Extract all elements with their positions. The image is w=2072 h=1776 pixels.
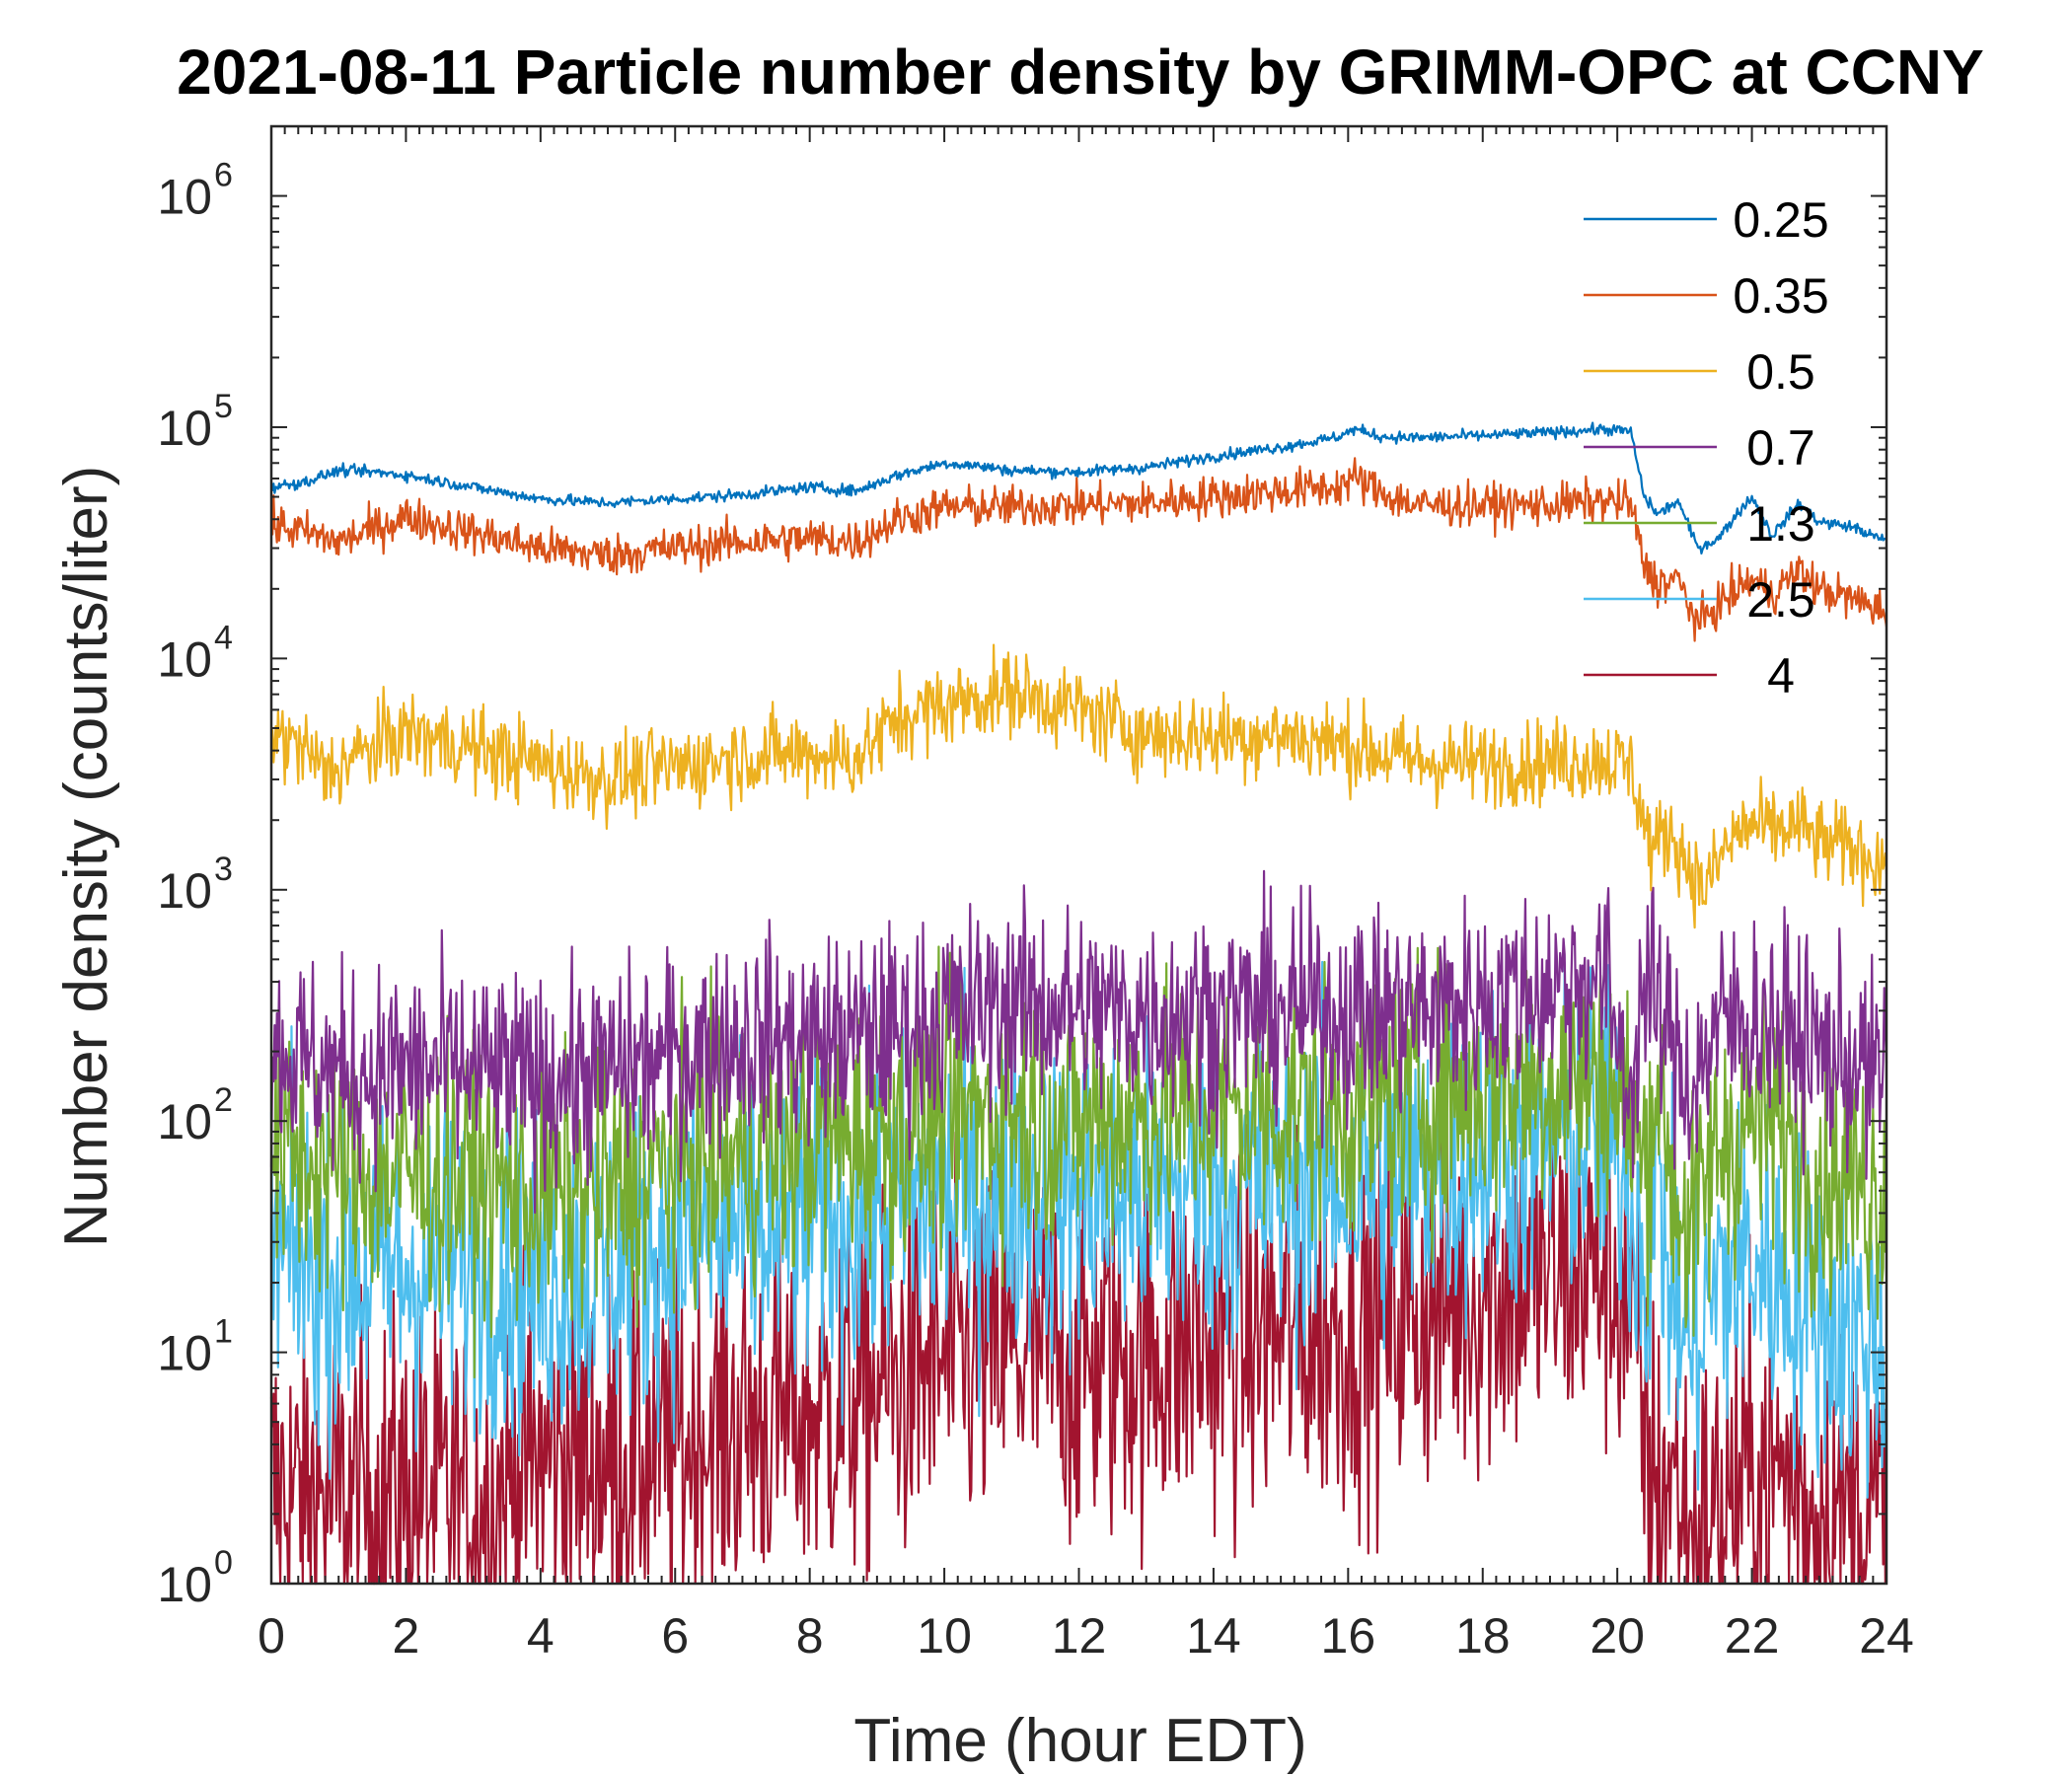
x-tick-label: 4 <box>527 1608 555 1664</box>
legend-entry-0.5: 0.5 <box>1584 344 1815 400</box>
y-tick-base: 10 <box>157 1557 212 1612</box>
x-tick-label: 12 <box>1052 1608 1107 1664</box>
y-tick-exponent: 0 <box>214 1544 233 1582</box>
x-tick-label: 2 <box>393 1608 420 1664</box>
x-tick-label: 10 <box>917 1608 972 1664</box>
legend-label: 1.3 <box>1746 496 1815 552</box>
series-line-1.3 <box>270 943 1888 1379</box>
legend-entry-2.5: 2.5 <box>1584 572 1815 628</box>
y-tick-base: 10 <box>157 170 212 225</box>
y-tick-label: 10 4 <box>157 619 233 687</box>
y-tick-label: 10 6 <box>157 157 233 225</box>
y-tick-base: 10 <box>157 631 212 687</box>
y-tick-exponent: 3 <box>214 851 233 888</box>
y-tick-exponent: 6 <box>214 157 233 194</box>
y-tick-base: 10 <box>157 1326 212 1381</box>
x-tick-label: 14 <box>1186 1608 1241 1664</box>
x-tick-label: 0 <box>258 1608 285 1664</box>
series-line-0.35 <box>269 457 1888 642</box>
legend: 0.25 0.35 0.5 0.7 1.3 2.5 4 <box>1584 192 1829 703</box>
series-line-4 <box>269 1094 1888 1586</box>
y-axis-label: Number density (counts/liter) <box>52 466 120 1248</box>
y-tick-exponent: 4 <box>214 619 233 656</box>
y-tick-exponent: 5 <box>214 388 233 425</box>
legend-entry-0.25: 0.25 <box>1584 192 1829 248</box>
series-line-0.25 <box>269 421 1887 555</box>
series-line-0.5 <box>269 643 1888 929</box>
legend-label: 0.25 <box>1733 192 1828 248</box>
legend-entry-4: 4 <box>1584 648 1795 703</box>
x-tick-label: 6 <box>661 1608 689 1664</box>
x-axis-label: Time (hour EDT) <box>853 1707 1306 1775</box>
x-tick-label: 20 <box>1590 1608 1645 1664</box>
x-tick-label: 8 <box>796 1608 824 1664</box>
series-line-0.7 <box>269 869 1888 1215</box>
legend-entry-0.7: 0.7 <box>1584 420 1815 476</box>
axes-layer <box>269 124 1888 1586</box>
legend-label: 2.5 <box>1746 572 1815 628</box>
y-tick-base: 10 <box>157 1094 212 1149</box>
x-tick-label: 22 <box>1725 1608 1780 1664</box>
y-tick-label: 10 5 <box>157 388 233 456</box>
y-tick-label: 10 3 <box>157 851 233 919</box>
x-tick-label: 16 <box>1321 1608 1376 1664</box>
legend-label: 4 <box>1767 648 1795 703</box>
x-tick-label: 18 <box>1455 1608 1511 1664</box>
legend-label: 0.5 <box>1746 344 1815 400</box>
y-tick-label: 10 2 <box>157 1081 233 1149</box>
series-layer <box>269 421 1888 1586</box>
legend-label: 0.7 <box>1746 420 1815 476</box>
y-tick-base: 10 <box>157 863 212 919</box>
x-tick-label: 24 <box>1859 1608 1914 1664</box>
x-tick-labels: 0 2 4 6 8 10 12 14 16 18 20 22 24 <box>258 1608 1914 1664</box>
y-tick-exponent: 2 <box>214 1081 233 1119</box>
legend-entry-0.35: 0.35 <box>1584 268 1829 324</box>
y-tick-base: 10 <box>157 401 212 456</box>
legend-label: 0.35 <box>1733 268 1828 324</box>
legend-entry-1.3: 1.3 <box>1584 496 1815 552</box>
chart-title: 2021-08-11 Particle number density by GR… <box>177 37 1984 108</box>
y-tick-label: 10 0 <box>157 1544 233 1612</box>
y-tick-label: 10 1 <box>157 1313 233 1381</box>
y-tick-exponent: 1 <box>214 1313 233 1351</box>
